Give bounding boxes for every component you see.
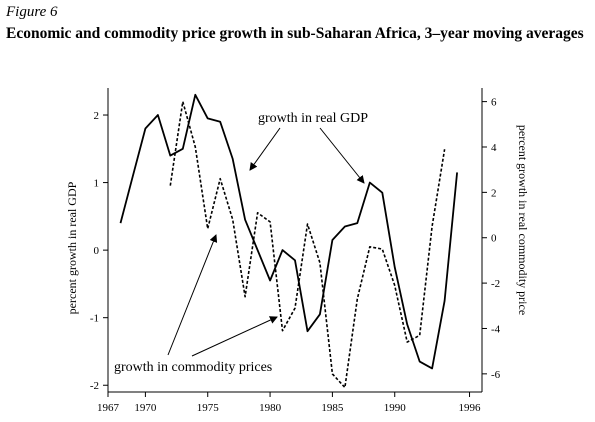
x-tick-label: 1990 [384, 402, 407, 414]
chart-annotations: growth in real GDP growth in commodity p… [114, 111, 368, 375]
series-line-real-gdp [119, 93, 458, 370]
x-tick-label: 1967 [97, 402, 120, 414]
y-tick-label-right: 4 [491, 142, 497, 154]
x-tick-label: 1985 [321, 402, 344, 414]
y-tick-label-right: 2 [491, 187, 497, 199]
x-tick-label: 1970 [134, 402, 157, 414]
y-tick-label-left: 1 [94, 178, 100, 190]
x-tick-label: 1975 [197, 402, 220, 414]
y-tick-label-left: -2 [90, 380, 99, 392]
y-tick-label-right: 0 [491, 233, 497, 245]
annotation-arrow-commodity-upper [167, 234, 218, 356]
y-tick-label-right: -4 [491, 323, 501, 335]
annotation-arrow-commodity-lower [191, 316, 278, 357]
y-tick-label-right: 6 [491, 97, 497, 109]
x-tick-label: 1996 [459, 402, 482, 414]
y-tick-label-left: 0 [94, 245, 100, 257]
y-tick-label-left: 2 [94, 110, 100, 122]
annotation-commodity-label: growth in commodity prices [114, 360, 272, 375]
series-line-commodity-prices [169, 100, 446, 389]
x-tick-label: 1980 [259, 402, 282, 414]
y-axis-label-right: percent growth in real commodity price [516, 125, 530, 315]
figure-label: Figure 6 [6, 4, 58, 20]
chart-axes: 1967 1970 1975 1980 1985 1990 1996 2 1 0 -1 -2 6 4 2 0 -… [90, 88, 501, 414]
figure-title: Economic and commodity price growth in s… [6, 25, 584, 42]
y-tick-label-right: -6 [491, 369, 501, 381]
annotation-arrow-gdp-right [319, 127, 365, 184]
y-axis-label-left: percent growth in real GDP [65, 181, 79, 314]
y-tick-label-left: -1 [90, 313, 99, 325]
annotation-arrow-gdp-left [249, 127, 281, 171]
chart-series [119, 93, 458, 389]
y-tick-label-right: -2 [491, 278, 500, 290]
annotation-gdp-label: growth in real GDP [258, 111, 368, 126]
